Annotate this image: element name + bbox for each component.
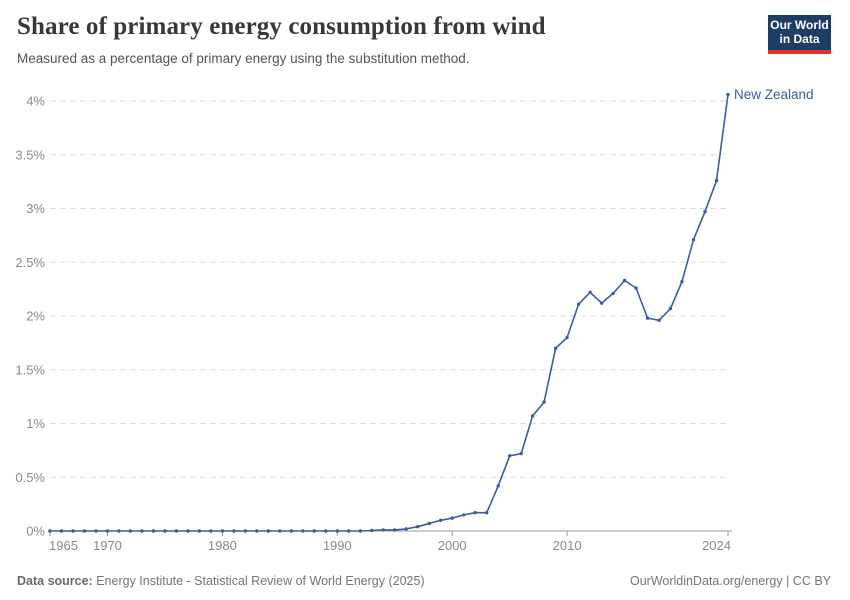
data-point: [209, 529, 213, 533]
data-point: [312, 529, 316, 533]
series-end-label: New Zealand: [734, 87, 814, 102]
page-title: Share of primary energy consumption from…: [17, 13, 546, 40]
data-point: [496, 484, 500, 488]
data-point: [416, 525, 420, 529]
x-tick-label: 1965: [49, 538, 78, 553]
data-point: [48, 529, 52, 533]
data-point: [450, 516, 454, 520]
data-source-text: Energy Institute - Statistical Review of…: [96, 574, 425, 588]
data-point: [657, 318, 661, 322]
data-source: Data source: Energy Institute - Statisti…: [17, 574, 425, 588]
data-point: [186, 529, 190, 533]
data-point: [542, 400, 546, 404]
data-point: [703, 210, 707, 214]
data-point: [140, 529, 144, 533]
data-point: [59, 529, 64, 533]
data-point: [82, 529, 87, 533]
data-point: [174, 529, 179, 533]
data-point: [266, 529, 270, 533]
data-point: [485, 511, 489, 515]
data-point: [645, 316, 650, 320]
data-point: [220, 529, 225, 533]
data-point: [117, 529, 121, 533]
data-point: [439, 518, 443, 522]
y-tick-label: 4%: [26, 94, 45, 109]
data-point: [427, 521, 431, 526]
data-point: [381, 528, 385, 532]
x-tick-label: 1980: [208, 538, 237, 553]
data-point: [243, 529, 248, 533]
data-point: [278, 529, 282, 533]
data-point: [335, 529, 339, 533]
data-point: [358, 529, 362, 533]
chart-header: Share of primary energy consumption from…: [17, 12, 750, 68]
data-point: [324, 529, 328, 533]
y-gridlines: [50, 100, 730, 478]
y-axis-labels: 0% 0.5% 1% 1.5% 2% 2.5% 3% 3.5% 4%: [15, 94, 45, 539]
data-point: [301, 529, 305, 533]
data-point: [553, 346, 558, 350]
y-tick-label: 1.5%: [15, 362, 45, 377]
data-point: [530, 414, 535, 418]
x-tick-label: 2010: [553, 538, 582, 553]
chart-subtitle: Measured as a percentage of primary ener…: [17, 51, 470, 66]
data-point: [71, 529, 75, 533]
data-point: [565, 335, 569, 340]
data-point: [151, 529, 156, 533]
x-tick-label: 1970: [93, 538, 122, 553]
data-point: [393, 528, 397, 532]
data-point: [128, 529, 133, 533]
data-point: [289, 529, 293, 533]
attribution: OurWorldinData.org/energy | CC BY: [629, 574, 831, 588]
data-point: [197, 529, 202, 533]
y-tick-label: 0.5%: [15, 470, 45, 485]
data-point: [576, 302, 581, 306]
data-point: [508, 454, 512, 458]
data-point: [599, 301, 604, 305]
data-point: [726, 92, 730, 97]
data-point: [691, 238, 696, 242]
y-tick-label: 1%: [26, 416, 45, 431]
data-point: [105, 529, 110, 533]
data-point: [163, 529, 167, 533]
data-point: [462, 513, 466, 517]
data-point: [94, 529, 98, 533]
y-tick-label: 2.5%: [15, 255, 45, 270]
x-tick-label: 2024: [702, 538, 731, 553]
data-point: [622, 278, 627, 283]
data-point: [255, 529, 259, 533]
data-point: [370, 528, 374, 533]
data-point: [611, 291, 615, 296]
data-point: [588, 290, 592, 294]
chart-footer: Data source: Energy Institute - Statisti…: [17, 574, 831, 588]
data-point: [519, 451, 523, 456]
x-tick-label: 1990: [323, 538, 352, 553]
data-point: [473, 511, 477, 515]
owid-logo: Our World in Data: [768, 15, 831, 54]
series-line: [49, 93, 729, 532]
x-axis-labels: 1965 1970 1980 1990 2000 2010 2024: [49, 538, 731, 553]
owid-logo-text: Our World in Data: [770, 18, 829, 46]
y-tick-label: 0%: [26, 524, 45, 539]
data-points: [48, 92, 730, 533]
data-point: [714, 178, 719, 183]
data-source-label: Data source:: [17, 574, 93, 588]
y-tick-label: 3%: [26, 201, 45, 216]
x-tick-label: 2000: [438, 538, 467, 553]
data-point: [668, 306, 673, 311]
data-point: [404, 527, 408, 531]
data-point: [634, 286, 638, 290]
data-point: [232, 529, 236, 533]
data-point: [347, 529, 351, 533]
y-tick-label: 2%: [26, 309, 45, 324]
data-point: [680, 279, 684, 284]
y-tick-label: 3.5%: [15, 147, 45, 162]
